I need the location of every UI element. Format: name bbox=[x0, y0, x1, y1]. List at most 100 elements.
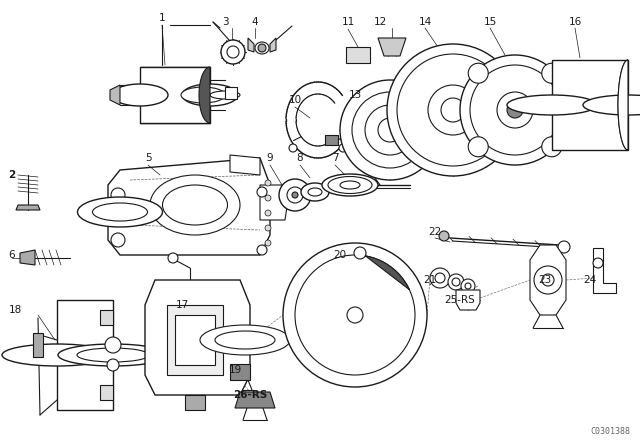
Text: 22: 22 bbox=[428, 227, 442, 237]
Text: 15: 15 bbox=[483, 17, 497, 27]
Ellipse shape bbox=[301, 183, 329, 201]
Circle shape bbox=[279, 179, 311, 211]
Circle shape bbox=[265, 225, 271, 231]
Circle shape bbox=[468, 63, 488, 83]
Circle shape bbox=[542, 63, 562, 83]
Ellipse shape bbox=[255, 42, 269, 54]
Ellipse shape bbox=[328, 177, 372, 194]
Circle shape bbox=[168, 253, 178, 263]
Circle shape bbox=[257, 245, 267, 255]
Circle shape bbox=[227, 46, 239, 58]
Circle shape bbox=[435, 273, 445, 283]
Circle shape bbox=[558, 241, 570, 253]
Circle shape bbox=[258, 44, 266, 52]
Text: 23: 23 bbox=[538, 275, 552, 285]
Ellipse shape bbox=[583, 95, 640, 115]
Circle shape bbox=[283, 243, 427, 387]
Ellipse shape bbox=[200, 325, 290, 355]
Circle shape bbox=[430, 268, 450, 288]
Text: 11: 11 bbox=[341, 17, 355, 27]
Circle shape bbox=[265, 195, 271, 201]
Circle shape bbox=[292, 192, 298, 198]
Polygon shape bbox=[185, 395, 205, 410]
Circle shape bbox=[507, 102, 523, 118]
Text: 26-RS: 26-RS bbox=[233, 390, 267, 400]
Circle shape bbox=[295, 255, 415, 375]
Circle shape bbox=[452, 278, 460, 286]
Text: 25-RS: 25-RS bbox=[445, 295, 476, 305]
Polygon shape bbox=[248, 38, 254, 52]
Ellipse shape bbox=[507, 95, 597, 115]
Polygon shape bbox=[100, 385, 113, 400]
Circle shape bbox=[354, 247, 366, 259]
Ellipse shape bbox=[182, 84, 238, 106]
Text: 17: 17 bbox=[175, 300, 189, 310]
Ellipse shape bbox=[340, 181, 360, 189]
Ellipse shape bbox=[2, 344, 112, 366]
Circle shape bbox=[439, 231, 449, 241]
Polygon shape bbox=[235, 392, 275, 408]
Text: 18: 18 bbox=[8, 305, 22, 315]
Text: 1: 1 bbox=[159, 13, 165, 23]
Text: 8: 8 bbox=[297, 153, 303, 163]
Text: 13: 13 bbox=[348, 90, 362, 100]
Polygon shape bbox=[225, 87, 237, 99]
Circle shape bbox=[497, 92, 533, 128]
Polygon shape bbox=[145, 280, 250, 395]
Circle shape bbox=[111, 188, 125, 202]
Circle shape bbox=[387, 44, 519, 176]
Circle shape bbox=[105, 337, 121, 353]
Circle shape bbox=[339, 144, 347, 152]
Circle shape bbox=[397, 54, 509, 166]
Ellipse shape bbox=[163, 185, 227, 225]
Text: 24: 24 bbox=[584, 275, 596, 285]
Circle shape bbox=[287, 187, 303, 203]
Polygon shape bbox=[20, 250, 35, 265]
Circle shape bbox=[265, 210, 271, 216]
Polygon shape bbox=[16, 205, 40, 210]
Text: 14: 14 bbox=[419, 17, 431, 27]
Polygon shape bbox=[530, 245, 566, 315]
Ellipse shape bbox=[215, 331, 275, 349]
Circle shape bbox=[468, 137, 488, 157]
Ellipse shape bbox=[210, 91, 240, 99]
Text: 5: 5 bbox=[145, 153, 151, 163]
Polygon shape bbox=[140, 67, 210, 123]
Polygon shape bbox=[230, 364, 250, 380]
Polygon shape bbox=[618, 60, 628, 150]
Circle shape bbox=[265, 240, 271, 246]
Polygon shape bbox=[260, 185, 288, 220]
Polygon shape bbox=[57, 300, 113, 410]
Text: 6: 6 bbox=[9, 250, 15, 260]
Circle shape bbox=[593, 258, 603, 268]
Circle shape bbox=[465, 283, 471, 289]
Bar bbox=[346, 47, 370, 63]
Ellipse shape bbox=[58, 344, 168, 366]
Ellipse shape bbox=[181, 87, 225, 103]
Circle shape bbox=[340, 80, 440, 180]
Circle shape bbox=[534, 266, 562, 294]
Ellipse shape bbox=[308, 188, 322, 196]
Polygon shape bbox=[456, 290, 480, 310]
Circle shape bbox=[347, 307, 363, 323]
Circle shape bbox=[107, 359, 119, 371]
Circle shape bbox=[111, 233, 125, 247]
Circle shape bbox=[221, 40, 245, 64]
Ellipse shape bbox=[150, 175, 240, 235]
Polygon shape bbox=[100, 310, 113, 325]
Circle shape bbox=[257, 187, 267, 197]
Circle shape bbox=[542, 274, 554, 286]
Text: 7: 7 bbox=[332, 153, 339, 163]
Polygon shape bbox=[199, 67, 210, 123]
Polygon shape bbox=[33, 333, 43, 357]
Polygon shape bbox=[325, 135, 338, 145]
Ellipse shape bbox=[112, 84, 168, 106]
Polygon shape bbox=[593, 248, 616, 293]
Circle shape bbox=[441, 98, 465, 122]
Bar bbox=[167, 305, 223, 375]
Text: 12: 12 bbox=[373, 17, 387, 27]
Text: 19: 19 bbox=[228, 365, 242, 375]
Polygon shape bbox=[552, 60, 628, 150]
Text: 4: 4 bbox=[252, 17, 259, 27]
Circle shape bbox=[289, 144, 297, 152]
